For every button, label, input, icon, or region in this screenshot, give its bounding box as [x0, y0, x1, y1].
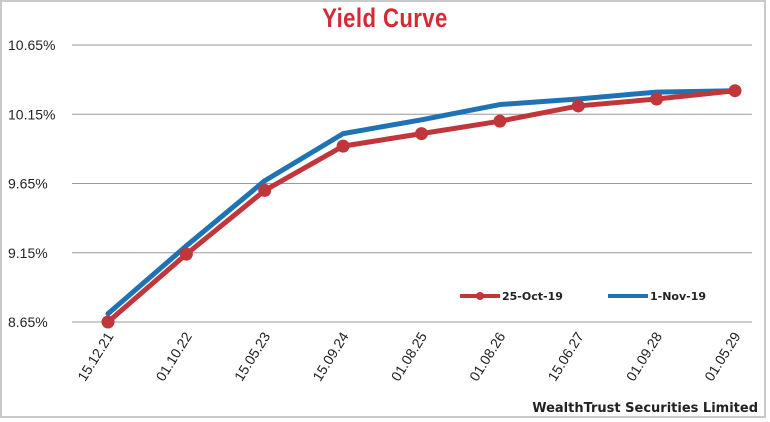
x-tick-label: 15.12.21	[74, 329, 117, 384]
source-credit: WealthTrust Securities Limited	[532, 401, 758, 416]
chart-title: Yield Curve	[322, 3, 448, 33]
data-point	[650, 92, 664, 106]
y-tick-label: 10.15%	[8, 106, 55, 122]
legend-label: 1-Nov-19	[650, 290, 706, 303]
x-tick-label: 01.08.26	[466, 329, 509, 384]
legend: 25-Oct-19 1-Nov-19	[460, 290, 706, 303]
series-group	[101, 84, 742, 329]
data-point	[258, 183, 272, 197]
data-point	[415, 127, 428, 141]
series-line-nov-1	[105, 88, 738, 317]
legend-label: 25-Oct-19	[502, 290, 563, 303]
x-tick-label: 01.09.28	[623, 329, 666, 384]
data-point	[101, 315, 115, 329]
data-point	[493, 114, 507, 128]
data-point	[336, 139, 350, 153]
y-tick-label: 9.15%	[8, 245, 48, 261]
data-point	[571, 99, 585, 113]
x-tick-label: 01.10.22	[152, 329, 195, 384]
data-point	[728, 84, 742, 98]
x-tick-label: 15.06.27	[544, 329, 587, 384]
x-tick-label: 15.09.24	[309, 329, 352, 384]
data-point	[179, 247, 193, 261]
y-tick-label: 10.65%	[8, 37, 55, 53]
x-axis-ticks: 15.12.21 01.10.22 15.05.23 15.09.24 01.08.25…	[74, 329, 744, 384]
y-axis-ticks: 8.65% 9.15% 9.65% 10.15% 10.65%	[8, 37, 55, 330]
grid-lines	[72, 44, 752, 323]
y-tick-label: 9.65%	[8, 176, 48, 192]
x-tick-label: 01.08.25	[388, 329, 431, 384]
x-tick-label: 01.05.29	[701, 329, 744, 384]
y-tick-label: 8.65%	[8, 314, 48, 330]
x-tick-label: 15.05.23	[231, 329, 274, 384]
legend-marker	[476, 292, 484, 300]
series-line-oct-25	[105, 88, 738, 325]
